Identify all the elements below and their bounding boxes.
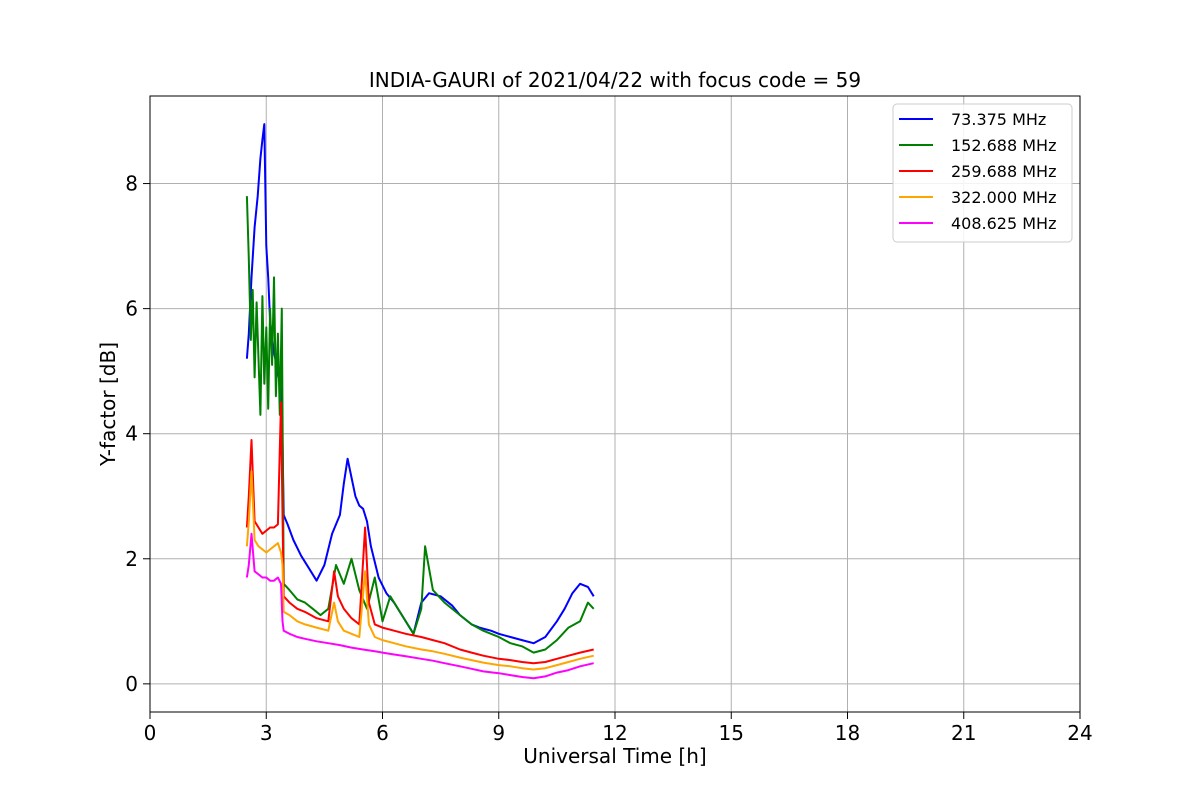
series-line-2 — [245, 401, 594, 665]
y-axis-label: Y-factor [dB] — [96, 342, 120, 467]
x-tick-label: 6 — [376, 721, 389, 745]
legend-label: 259.688 MHz — [951, 162, 1056, 181]
series-lines — [245, 123, 595, 680]
x-tick-label: 3 — [260, 721, 273, 745]
x-tick-label: 0 — [144, 721, 157, 745]
x-tick-label: 9 — [492, 721, 505, 745]
series-line-4 — [245, 532, 594, 680]
y-tick-label: 6 — [125, 297, 138, 321]
x-tick-label: 24 — [1067, 721, 1092, 745]
x-tick-label: 15 — [719, 721, 744, 745]
legend-label: 152.688 MHz — [951, 136, 1056, 155]
series-line-1 — [245, 196, 595, 654]
legend-label: 73.375 MHz — [951, 110, 1046, 129]
legend-label: 322.000 MHz — [951, 188, 1056, 207]
x-tick-label: 18 — [835, 721, 860, 745]
legend-label: 408.625 MHz — [951, 214, 1056, 233]
legend: 73.375 MHz 152.688 MHz 259.688 MHz 322.000 … — [892, 103, 1073, 243]
x-tick-label: 21 — [951, 721, 976, 745]
series-line-3 — [245, 470, 594, 671]
x-tick-label: 12 — [602, 721, 627, 745]
y-tick-label: 2 — [125, 547, 138, 571]
chart-title: INDIA-GAURI of 2021/04/22 with focus cod… — [369, 68, 861, 92]
y-tick-label: 0 — [125, 672, 138, 696]
series-line-0 — [245, 123, 595, 645]
x-axis-label: Universal Time [h] — [523, 744, 706, 768]
y-tick-label: 4 — [125, 422, 138, 446]
y-tick-label: 8 — [125, 172, 138, 196]
legend-box — [892, 103, 1073, 243]
